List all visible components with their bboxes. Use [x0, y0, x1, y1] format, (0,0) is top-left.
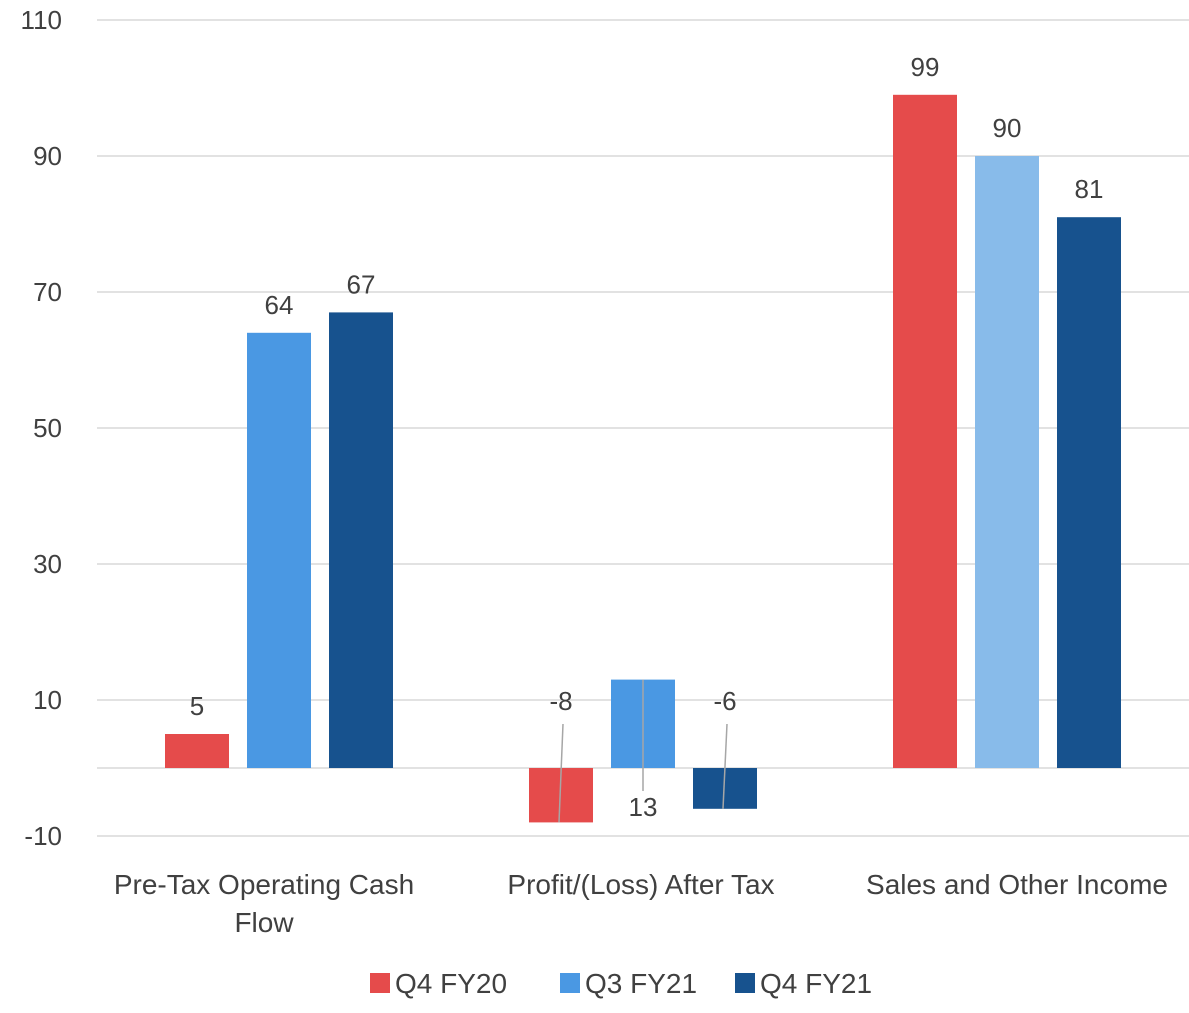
category-label: Sales and Other Income [866, 869, 1168, 900]
leader-line [722, 723, 728, 809]
leader-line [558, 723, 564, 823]
data-label: -6 [713, 686, 736, 716]
bar [975, 156, 1039, 768]
y-tick-label: 70 [33, 277, 62, 307]
bar [893, 94, 957, 769]
data-label: 64 [265, 290, 294, 320]
y-tick-label: 110 [21, 5, 62, 35]
bar [165, 734, 229, 768]
data-label: 13 [629, 792, 658, 822]
y-tick-label: 90 [33, 141, 62, 171]
data-label: 90 [993, 113, 1022, 143]
legend: Q4 FY20 Q3 FY21 Q4 FY21 [370, 968, 872, 999]
data-label: 5 [190, 691, 204, 721]
x-axis: Pre-Tax Operating Cash Flow Profit/(Loss) … [114, 869, 1168, 938]
data-label: 67 [347, 269, 376, 299]
legend-label: Q4 FY21 [760, 968, 872, 999]
category-label: Pre-Tax Operating Cash [114, 869, 414, 900]
bars [165, 94, 1121, 823]
data-labels: 5 64 67 -8 13 -6 99 90 81 [190, 52, 1104, 823]
y-tick-label: 10 [33, 685, 62, 715]
legend-swatch [735, 973, 755, 993]
legend-label: Q4 FY20 [395, 968, 507, 999]
legend-label: Q3 FY21 [585, 968, 697, 999]
y-tick-label: 30 [33, 549, 62, 579]
bar [329, 312, 393, 768]
y-tick-label: 50 [33, 413, 62, 443]
bar [247, 332, 311, 768]
data-label: -8 [549, 686, 572, 716]
y-axis: -10 10 30 50 70 90 110 [21, 5, 62, 851]
legend-swatch [370, 973, 390, 993]
bar [1057, 217, 1121, 768]
category-label: Flow [234, 907, 294, 938]
legend-swatch [560, 973, 580, 993]
category-label: Profit/(Loss) After Tax [507, 869, 774, 900]
y-tick-label: -10 [24, 821, 62, 851]
data-label: 81 [1075, 174, 1104, 204]
data-label: 99 [911, 52, 940, 82]
